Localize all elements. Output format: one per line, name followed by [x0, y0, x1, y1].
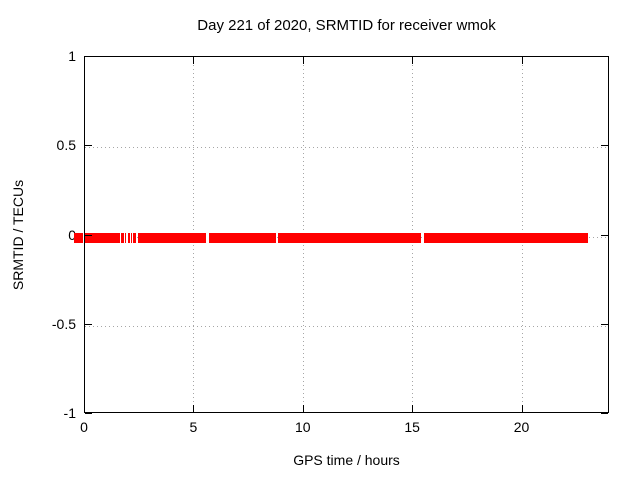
y-tick-label: -0.5 [51, 315, 76, 332]
y-axis-label: SRMTID / TECUs [10, 179, 26, 291]
x-tick-bottom [302, 405, 304, 412]
x-tick-label: 10 [294, 419, 311, 435]
data-segment [130, 232, 132, 243]
x-tick-top [84, 57, 85, 64]
data-segment [139, 232, 207, 243]
x-tick-label: 15 [404, 419, 420, 435]
x-tick-top [412, 57, 414, 64]
y-tick-right [601, 413, 608, 414]
y-tick-right [601, 323, 608, 325]
data-segment [124, 232, 126, 243]
x-tick-bottom [412, 405, 414, 412]
y-tick-right [601, 145, 608, 147]
y-tick-left [85, 323, 92, 325]
gridline-y-0.5 [85, 147, 608, 149]
data-segment [137, 232, 139, 243]
y-tick-label: 1 [68, 48, 76, 64]
x-tick-top [302, 57, 304, 64]
data-segment [74, 232, 83, 243]
x-tick-label: 20 [513, 419, 530, 435]
y-tick-right [601, 234, 608, 236]
data-segment [208, 232, 277, 243]
data-segment [121, 232, 125, 243]
gridline-y--0.5 [85, 325, 608, 327]
data-segment [423, 232, 588, 243]
y-tick-right [601, 56, 608, 57]
y-tick-left [85, 145, 92, 147]
y-tick-left [85, 56, 92, 57]
x-tick-top [521, 57, 523, 64]
y-tick-left [85, 234, 92, 236]
x-tick-bottom [84, 405, 85, 412]
x-tick-top [193, 57, 195, 64]
x-tick-bottom [193, 405, 195, 412]
y-tick-label: 0 [68, 226, 76, 243]
chart-title: Day 221 of 2020, SRMTID for receiver wmo… [197, 17, 496, 34]
y-tick-label: 0.5 [56, 137, 76, 154]
data-segment [127, 232, 130, 243]
data-segment [133, 232, 137, 243]
x-tick-label: 5 [189, 419, 198, 435]
x-tick-label: 0 [80, 419, 88, 435]
y-tick-left [85, 413, 92, 414]
y-tick-label: -1 [63, 405, 76, 421]
x-tick-bottom [521, 405, 523, 412]
data-segment [278, 232, 422, 243]
x-axis-label: GPS time / hours [293, 452, 400, 468]
data-segment [84, 232, 121, 243]
